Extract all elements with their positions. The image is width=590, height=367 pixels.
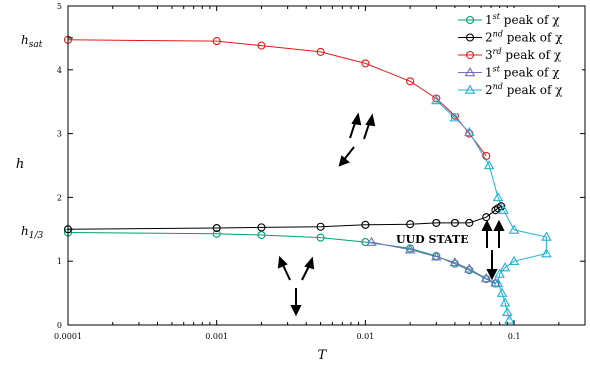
data-point-circle bbox=[491, 206, 500, 215]
legend-label: 1st peak of χ bbox=[485, 12, 560, 27]
data-point-circle bbox=[465, 33, 475, 42]
data-point-circle bbox=[316, 47, 325, 56]
data-point-triangle bbox=[483, 160, 495, 170]
legend-label: 3rd peak of χ bbox=[485, 47, 562, 62]
data-point-circle bbox=[482, 213, 491, 222]
data-point-triangle bbox=[494, 268, 505, 278]
data-point-triangle bbox=[431, 95, 442, 105]
data-point-circle bbox=[465, 218, 474, 227]
data-point-triangle bbox=[464, 126, 475, 137]
spin-arrow-120 bbox=[277, 255, 315, 317]
series-line-3 bbox=[67, 39, 487, 157]
y-tick-label: 4 bbox=[57, 66, 62, 75]
legend-label: 2nd peak of χ bbox=[485, 82, 563, 97]
data-point-triangle bbox=[404, 244, 416, 254]
series-line-1 bbox=[67, 232, 496, 284]
data-point-circle bbox=[212, 223, 221, 233]
y-axis-label: h bbox=[16, 157, 24, 172]
data-point-triangle bbox=[492, 191, 504, 202]
data-point-triangle bbox=[464, 263, 475, 273]
data-point-triangle bbox=[498, 204, 509, 214]
x-axis-label: T bbox=[318, 348, 328, 363]
data-point-triangle bbox=[490, 277, 501, 287]
series-line-4 bbox=[371, 241, 496, 284]
data-point-triangle bbox=[496, 287, 508, 297]
y-tick-label: 3 bbox=[57, 130, 62, 139]
legend: 1st peak of χ 2nd peak of χ 3rd peak of χ 1… bbox=[458, 12, 563, 97]
data-point-triangle bbox=[449, 112, 461, 122]
x-tick-label: 0.1 bbox=[508, 332, 521, 341]
y-tick-h-sat: hsat bbox=[21, 33, 43, 50]
data-point-circle bbox=[406, 220, 415, 229]
spin-arrow-uud bbox=[481, 219, 505, 281]
x-tick-label: 0.0001 bbox=[54, 332, 82, 341]
data-point-circle bbox=[316, 222, 325, 231]
legend-box bbox=[452, 8, 582, 113]
plot-frame bbox=[67, 5, 586, 326]
data-point-circle bbox=[212, 37, 221, 46]
data-point-circle bbox=[450, 218, 459, 227]
data-point-circle bbox=[432, 94, 441, 103]
uud-state-label: UUD STATE bbox=[396, 233, 469, 246]
data-point-triangle bbox=[508, 255, 520, 265]
y-tick-label: 0 bbox=[57, 321, 62, 330]
x-tick-label: 0.001 bbox=[205, 332, 228, 341]
data-point-triangle bbox=[464, 67, 476, 77]
series-line-2 bbox=[67, 205, 502, 230]
series-line-5 bbox=[435, 100, 547, 321]
y-tick-label: 5 bbox=[57, 2, 62, 11]
data-point-circle bbox=[257, 230, 266, 240]
legend-label: 2nd peak of χ bbox=[485, 30, 563, 45]
y-tick-h-one-third: h1/3 bbox=[21, 224, 43, 241]
data-point-triangle bbox=[502, 306, 513, 317]
y-tick-label: 1 bbox=[57, 257, 62, 266]
data-point-triangle bbox=[480, 273, 492, 283]
data-point-triangle bbox=[499, 297, 511, 307]
data-point-circle bbox=[406, 77, 415, 86]
spin-arrow-up-up bbox=[338, 112, 376, 167]
data-point-triangle bbox=[492, 278, 504, 288]
data-point-triangle bbox=[366, 236, 377, 246]
x-tick-label: 0.01 bbox=[356, 332, 374, 341]
data-point-circle bbox=[212, 229, 221, 238]
data-point-triangle bbox=[464, 84, 476, 94]
data-point-circle bbox=[465, 50, 475, 60]
data-point-circle bbox=[482, 151, 491, 160]
data-point-triangle bbox=[499, 262, 511, 272]
data-point-triangle bbox=[504, 314, 515, 324]
data-point-circle bbox=[482, 275, 491, 284]
data-point-circle bbox=[257, 41, 266, 50]
legend-label: 1st peak of χ bbox=[485, 65, 560, 80]
data-point-circle bbox=[432, 218, 441, 227]
data-point-circle bbox=[361, 220, 370, 229]
data-point-circle bbox=[316, 233, 325, 242]
data-point-triangle bbox=[449, 257, 461, 267]
data-point-triangle bbox=[431, 251, 442, 261]
data-point-triangle bbox=[541, 248, 552, 258]
data-point-circle bbox=[361, 59, 370, 68]
y-tick-label: 2 bbox=[57, 193, 62, 202]
data-point-triangle bbox=[541, 231, 552, 241]
data-point-circle bbox=[465, 15, 475, 25]
data-point-circle bbox=[257, 223, 266, 232]
data-point-triangle bbox=[508, 224, 520, 234]
